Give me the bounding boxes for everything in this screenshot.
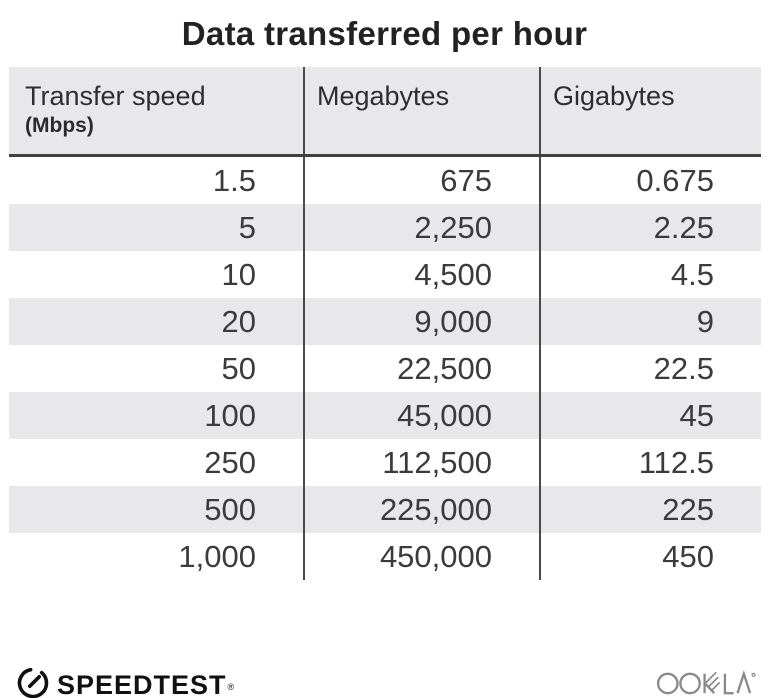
footer: SPEEDTEST ® xyxy=(16,665,757,698)
table-cell: 225,000 xyxy=(303,486,539,533)
table-cell: 450 xyxy=(539,533,761,580)
table-cell: 9,000 xyxy=(303,298,539,345)
table-cell: 500 xyxy=(204,492,256,527)
table-cell: 45,000 xyxy=(303,392,539,439)
table-cell: 22.5 xyxy=(539,345,761,392)
table-cell: 10 xyxy=(221,257,256,292)
table-row: 1.5 675 0.675 xyxy=(9,157,761,204)
table-cell: 4,500 xyxy=(303,251,539,298)
column-header-label: Gigabytes xyxy=(553,81,675,111)
table-cell: 112.5 xyxy=(539,439,761,486)
column-header-label: Megabytes xyxy=(317,81,450,111)
table-cell: 1,000 xyxy=(178,539,256,574)
table-cell: 9 xyxy=(539,298,761,345)
table-cell: 4.5 xyxy=(539,251,761,298)
table-cell: 2,250 xyxy=(303,204,539,251)
table-row: 250 112,500 112.5 xyxy=(9,439,761,486)
table-cell: 112,500 xyxy=(303,439,539,486)
table-row: 100 45,000 45 xyxy=(9,392,761,439)
column-header-label: Transfer speed xyxy=(25,81,206,111)
speedtest-gauge-icon xyxy=(16,666,50,698)
table-cell: 675 xyxy=(303,157,539,204)
table-cell: 225 xyxy=(539,486,761,533)
table-cell: 50 xyxy=(221,351,256,386)
table-header-row: Transfer speed (Mbps) Megabytes Gigabyte… xyxy=(9,67,761,157)
table-row: 500 225,000 225 xyxy=(9,486,761,533)
table-cell: 2.25 xyxy=(539,204,761,251)
table-cell: 1.5 xyxy=(212,163,256,198)
column-header-megabytes: Megabytes xyxy=(303,67,539,154)
table-cell: 450,000 xyxy=(303,533,539,580)
table-row: 5 2,250 2.25 xyxy=(9,204,761,251)
table-row: 10 4,500 4.5 xyxy=(9,251,761,298)
table-cell: 5 xyxy=(238,210,256,245)
table-body: 1.5 675 0.675 5 2,250 2.25 10 4,500 4.5 … xyxy=(9,157,761,580)
page-title: Data transferred per hour xyxy=(181,15,588,52)
table-row: 50 22,500 22.5 xyxy=(9,345,761,392)
table-cell: 20 xyxy=(221,304,256,339)
table-row: 1,000 450,000 450 xyxy=(9,533,761,580)
ookla-wordmark-icon xyxy=(656,667,757,698)
column-header-transfer-speed: Transfer speed (Mbps) xyxy=(9,67,303,154)
table-cell: 0.675 xyxy=(539,157,761,204)
table-row: 20 9,000 9 xyxy=(9,298,761,345)
table-cell: 250 xyxy=(204,445,256,480)
table-cell: 100 xyxy=(204,398,256,433)
ookla-logo xyxy=(656,667,757,698)
table-cell: 45 xyxy=(539,392,761,439)
registered-trademark-icon: ® xyxy=(227,682,235,692)
column-header-gigabytes: Gigabytes xyxy=(539,67,761,154)
table-cell: 22,500 xyxy=(303,345,539,392)
speedtest-wordmark: SPEEDTEST xyxy=(57,669,227,698)
data-table: Transfer speed (Mbps) Megabytes Gigabyte… xyxy=(9,67,761,580)
column-header-sublabel: (Mbps) xyxy=(25,114,94,137)
speedtest-logo: SPEEDTEST ® xyxy=(16,666,235,698)
